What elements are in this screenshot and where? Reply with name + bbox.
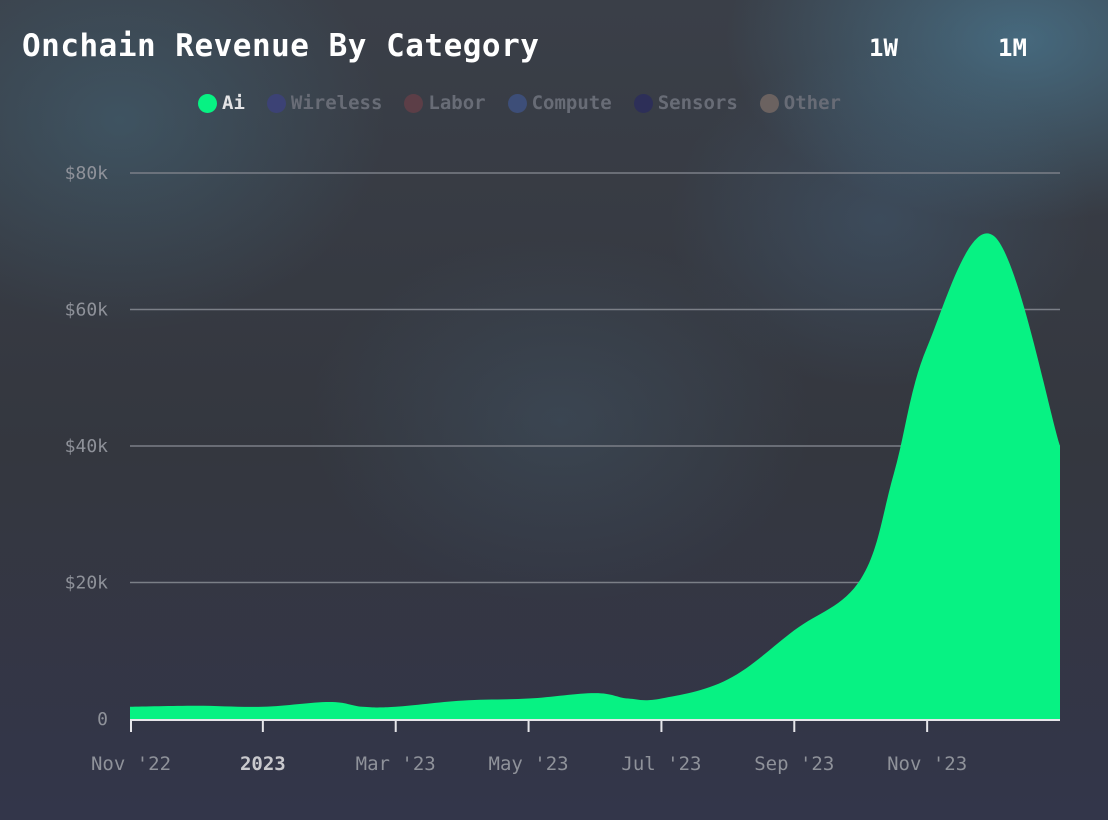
- range-1w-button[interactable]: 1W: [869, 34, 898, 62]
- legend-item-wireless[interactable]: Wireless: [266, 92, 383, 114]
- y-axis-ticks: 0 $20k $40k $60k $80k: [65, 163, 109, 730]
- legend-item-other[interactable]: Other: [759, 92, 841, 114]
- legend-label-sensors: Sensors: [657, 92, 738, 114]
- legend-dot-labor: [404, 93, 424, 113]
- y-tick-label: $80k: [65, 163, 109, 184]
- x-tick-label: Sep '23: [754, 753, 834, 775]
- chart-title: Onchain Revenue By Category: [22, 28, 540, 64]
- legend-item-sensors[interactable]: Sensors: [633, 92, 738, 114]
- range-1m-button[interactable]: 1M: [998, 34, 1027, 62]
- legend-item-compute[interactable]: Compute: [507, 92, 612, 114]
- x-axis: Nov '22 2023 Mar '23 May '23 Jul '23 Sep '23 N…: [91, 719, 1060, 775]
- legend-label-compute: Compute: [531, 92, 612, 114]
- legend-label-wireless: Wireless: [290, 92, 383, 114]
- legend: Ai Wireless Labor Compute Sensors Other: [198, 92, 863, 114]
- y-tick-label: 0: [97, 709, 108, 730]
- x-tick-label: Nov '22: [91, 753, 171, 775]
- legend-item-ai[interactable]: Ai: [198, 92, 245, 114]
- x-tick-label: Mar '23: [356, 753, 436, 775]
- legend-dot-compute: [507, 93, 527, 113]
- series-area-ai: [130, 233, 1060, 719]
- y-tick-label: $60k: [65, 300, 109, 321]
- legend-label-other: Other: [783, 92, 841, 114]
- legend-dot-ai: [198, 93, 217, 113]
- legend-dot-sensors: [633, 93, 653, 113]
- legend-label-ai: Ai: [222, 92, 245, 114]
- x-tick-label: May '23: [489, 753, 569, 775]
- x-tick-label: 2023: [240, 753, 286, 775]
- x-tick-label: Nov '23: [887, 753, 967, 775]
- y-tick-label: $20k: [65, 573, 109, 594]
- series-layer: [130, 233, 1060, 719]
- legend-dot-other: [759, 93, 779, 113]
- legend-label-labor: Labor: [428, 92, 486, 114]
- x-tick-label: Jul '23: [621, 753, 701, 775]
- y-tick-label: $40k: [65, 436, 109, 457]
- legend-item-labor[interactable]: Labor: [404, 92, 486, 114]
- legend-dot-wireless: [266, 93, 286, 113]
